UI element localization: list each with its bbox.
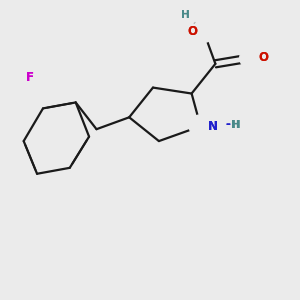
Circle shape bbox=[18, 66, 41, 88]
Text: F: F bbox=[26, 71, 34, 84]
Text: O: O bbox=[259, 51, 269, 64]
Text: N: N bbox=[208, 120, 218, 133]
Text: H: H bbox=[181, 10, 190, 20]
Text: H: H bbox=[231, 120, 240, 130]
Circle shape bbox=[240, 46, 262, 69]
Text: H: H bbox=[232, 120, 241, 130]
Text: N: N bbox=[208, 120, 218, 133]
Circle shape bbox=[192, 20, 215, 42]
Text: H: H bbox=[181, 10, 190, 20]
Text: O: O bbox=[259, 51, 269, 64]
Text: F: F bbox=[26, 71, 34, 84]
Text: O: O bbox=[188, 25, 198, 38]
Text: -: - bbox=[226, 118, 231, 131]
Circle shape bbox=[174, 4, 197, 26]
Text: -: - bbox=[225, 118, 230, 131]
Circle shape bbox=[189, 115, 212, 137]
Text: O: O bbox=[188, 25, 198, 38]
